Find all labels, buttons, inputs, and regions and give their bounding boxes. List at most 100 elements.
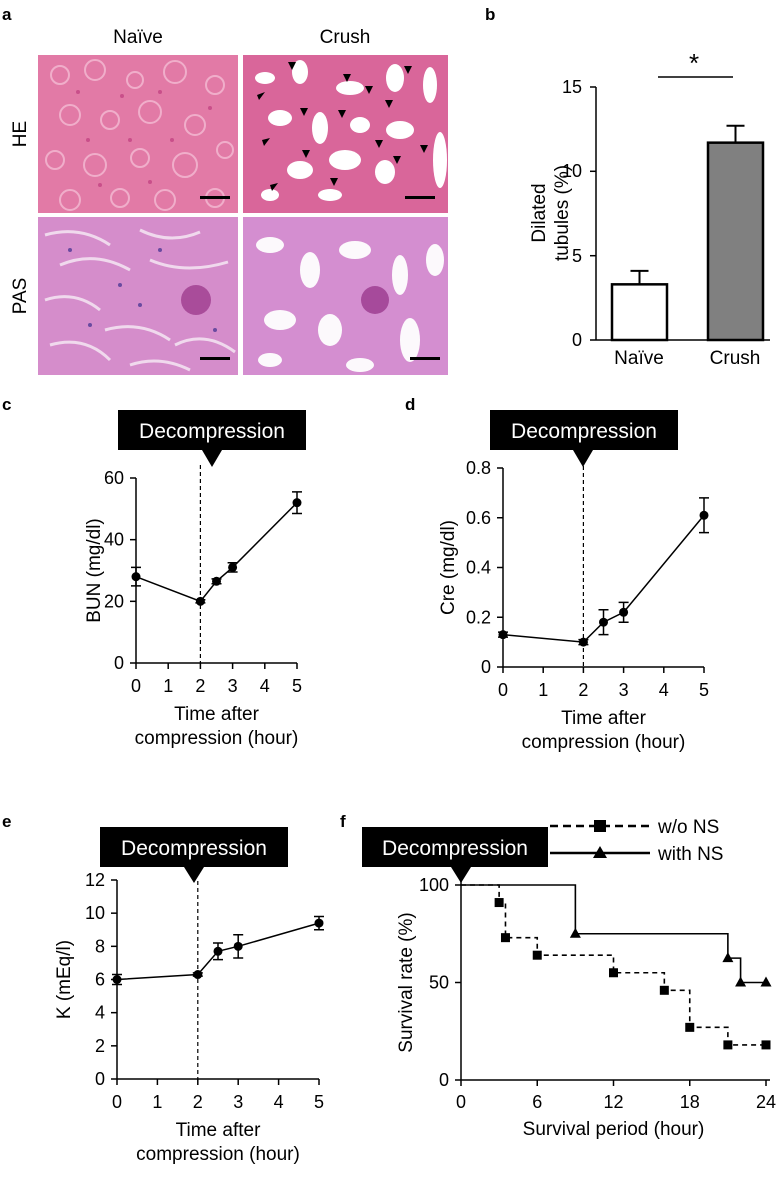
y-tick-label: 0.2 xyxy=(466,607,491,627)
marker-square xyxy=(500,933,510,943)
data-point xyxy=(233,941,243,951)
x-axis-label-line2: compression (hour) xyxy=(135,728,299,749)
data-point xyxy=(193,970,203,980)
x-tick-label: 5 xyxy=(314,1092,324,1112)
y-tick-label: 50 xyxy=(429,973,449,993)
pas-crush-image xyxy=(243,217,448,375)
panel-letter-d: d xyxy=(405,395,415,414)
y-tick-label: 0 xyxy=(95,1069,105,1089)
data-point xyxy=(314,918,324,928)
marker-triangle xyxy=(722,952,734,963)
data-point xyxy=(112,975,122,984)
data-point xyxy=(212,576,221,586)
survival-curve xyxy=(461,884,766,1046)
y-tick-label: 0 xyxy=(439,1070,449,1090)
legend-marker-square xyxy=(594,820,606,832)
decompression-label-e: Decompression xyxy=(121,837,267,860)
decompression-callout-d: Decompression xyxy=(490,410,678,467)
b-ytick-15: 15 xyxy=(562,77,582,97)
x-tick-label: 2 xyxy=(193,1092,203,1112)
y-tick-label: 0 xyxy=(481,657,491,677)
x-axis-label-line1: Time after xyxy=(561,708,646,729)
micrograph-row-label-pas: PAS xyxy=(10,278,31,315)
x-tick-label: 4 xyxy=(260,676,270,696)
marker-square xyxy=(532,950,542,960)
b-ylabel-line2: tubules (%) xyxy=(552,165,573,261)
marker-square xyxy=(494,898,504,908)
panel-letter-c: c xyxy=(2,395,11,414)
y-tick-label: 0.4 xyxy=(466,558,491,578)
y-axis-label: Cre (mg/dl) xyxy=(438,520,459,615)
panel-letter-b: b xyxy=(485,5,495,24)
x-tick-label: 5 xyxy=(699,680,709,700)
y-tick-label: 20 xyxy=(104,591,124,611)
line-chart-cre: 0 0.2 0.4 0.6 0.8 0 1 2 3 4 5 Cre (mg/dl) Time after… xyxy=(438,458,709,753)
x-tick-label: 5 xyxy=(292,676,302,696)
x-tick-label: 18 xyxy=(680,1092,700,1112)
b-ytick-0: 0 xyxy=(572,330,582,350)
decompression-label-f: Decompression xyxy=(382,837,528,860)
b-ytick-10: 10 xyxy=(562,161,582,181)
x-tick-label: 2 xyxy=(578,680,588,700)
data-point xyxy=(131,572,141,582)
data-point xyxy=(578,637,588,647)
panel-letter-e: e xyxy=(2,812,11,831)
x-tick-label: 6 xyxy=(532,1092,542,1112)
x-tick-label: 0 xyxy=(112,1092,122,1112)
y-tick-label: 4 xyxy=(95,1003,105,1023)
y-tick-label: 60 xyxy=(104,468,124,488)
legend-marker-triangle xyxy=(593,846,607,858)
data-point xyxy=(599,617,608,627)
x-tick-label: 0 xyxy=(131,676,141,696)
marker-triangle xyxy=(569,927,581,938)
b-xtick-crush: Crush xyxy=(710,348,761,369)
data-point xyxy=(619,607,629,617)
y-tick-label: 0.6 xyxy=(466,508,491,528)
x-tick-label: 1 xyxy=(538,680,548,700)
x-tick-label: 4 xyxy=(274,1092,284,1112)
y-tick-label: 6 xyxy=(95,970,105,990)
x-axis-label-line2: compression (hour) xyxy=(522,732,686,753)
bar-crush xyxy=(706,141,765,342)
data-point xyxy=(292,498,302,508)
bar-naive xyxy=(610,283,669,342)
y-tick-label: 0 xyxy=(114,653,124,673)
data-point xyxy=(699,510,709,520)
micrograph-col-label-crush: Crush xyxy=(320,27,371,48)
micrograph-row-label-he: HE xyxy=(10,121,31,147)
decompression-callout-e: Decompression xyxy=(100,827,288,883)
marker-square xyxy=(761,1040,771,1050)
marker-square xyxy=(609,968,618,978)
he-naive-image xyxy=(38,55,238,213)
x-tick-label: 24 xyxy=(756,1092,776,1112)
legend-label-with-ns: with NS xyxy=(657,844,723,865)
series-line xyxy=(135,502,298,603)
marker-square xyxy=(659,985,669,995)
y-tick-label: 2 xyxy=(95,1036,105,1056)
b-xtick-naive: Naïve xyxy=(614,348,664,369)
data-point xyxy=(213,946,223,956)
marker-square xyxy=(685,1022,695,1032)
y-tick-label: 40 xyxy=(104,530,124,550)
y-tick-label: 10 xyxy=(85,903,105,923)
x-tick-label: 1 xyxy=(152,1092,162,1112)
decompression-callout-c: Decompression xyxy=(118,410,306,467)
y-tick-label: 12 xyxy=(85,870,105,890)
decompression-label-d: Decompression xyxy=(511,420,657,443)
errorbar-crush xyxy=(726,124,745,143)
bar-chart-dilated-tubules: Dilated tubules (%) 0 5 10 15 * Naïve Cr… xyxy=(529,48,770,369)
legend-survival: w/o NS with NS xyxy=(550,817,723,865)
y-tick-label: 8 xyxy=(95,936,105,956)
x-tick-label: 4 xyxy=(659,680,669,700)
data-point xyxy=(228,562,238,572)
micrograph-col-label-naive: Naïve xyxy=(113,27,163,48)
errorbar-naive xyxy=(630,269,649,285)
y-tick-label: 100 xyxy=(419,875,449,895)
line-chart-bun: 0 20 40 60 0 1 2 3 4 5 BUN (mg/dl) Time after compre… xyxy=(84,465,302,749)
x-tick-label: 0 xyxy=(456,1092,466,1112)
x-axis-label-line2: compression (hour) xyxy=(136,1144,300,1165)
significance-marker: * xyxy=(689,48,699,78)
y-axis-label: K (mEq/l) xyxy=(54,940,75,1019)
x-axis-label: Survival period (hour) xyxy=(523,1119,705,1140)
